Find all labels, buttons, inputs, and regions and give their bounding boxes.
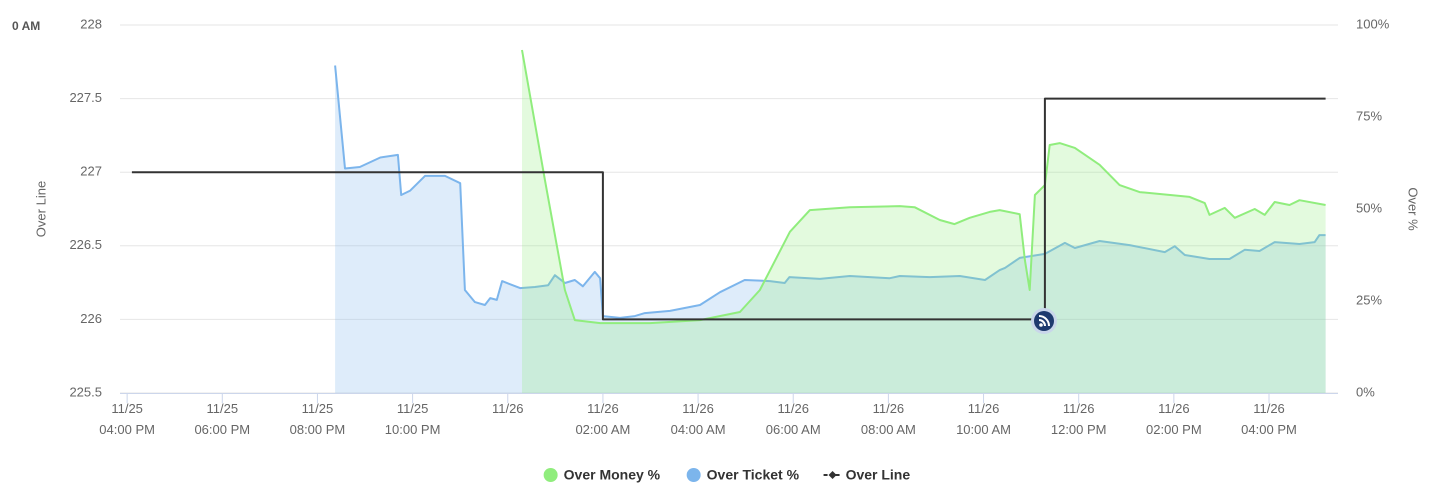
y-tick-label: 225.5 [69, 384, 102, 399]
x-tick-label-line: 08:00 PM [290, 422, 346, 437]
x-tick-label-line: 11/26 [777, 401, 809, 416]
x-tick-label-line: 02:00 PM [1146, 422, 1202, 437]
x-tick-label: 11/25 06:00 PM [194, 401, 250, 437]
area-fill [522, 50, 1326, 393]
x-tick-label-line: 10:00 AM [956, 422, 1011, 437]
x-tick-label: 11/26 02:00 AM [575, 401, 630, 437]
y-tick-label: 228 [80, 16, 102, 31]
x-tick-label: 11/26 [492, 401, 524, 416]
x-tick-label: 11/26 02:00 PM [1146, 401, 1202, 437]
x-tick-label-line: 11/26 [873, 401, 905, 416]
x-tick-label-line: 12:00 PM [1051, 422, 1107, 437]
x-tick-label-line: 02:00 AM [575, 422, 630, 437]
y2-tick-label: 50% [1356, 200, 1382, 215]
x-tick-label-line: 11/25 [207, 401, 239, 416]
y2-tick-label: 75% [1356, 108, 1382, 123]
legend-label: Over Money % [564, 467, 661, 483]
x-tick-label: 11/26 04:00 PM [1241, 401, 1297, 437]
corner-text: 0 AM [12, 19, 40, 33]
y-tick-label: 227.5 [69, 90, 102, 105]
x-tick-label: 11/26 04:00 AM [671, 401, 726, 437]
area-line [334, 65, 1326, 319]
x-tick-label: 11/26 12:00 PM [1051, 401, 1107, 437]
x-tick-label-line: 11/26 [492, 401, 524, 416]
x-tick-label-line: 06:00 PM [194, 422, 250, 437]
x-tick-label-line: 11/26 [1063, 401, 1095, 416]
legend-item[interactable]: Over Line [823, 467, 911, 483]
x-tick-label: 11/26 06:00 AM [766, 401, 821, 437]
plot [131, 49, 1326, 393]
x-tick-label: 11/26 10:00 AM [956, 401, 1011, 437]
legend: Over Money % Over Ticket % Over Line [543, 467, 911, 483]
icon-dot [1039, 323, 1043, 327]
x-tick-label: 11/26 08:00 AM [861, 401, 916, 437]
area-line [521, 49, 1326, 325]
legend-marker [828, 471, 837, 479]
x-tick-label-line: 11/25 [397, 401, 429, 416]
x-tick-label-line: 11/26 [1158, 401, 1190, 416]
x-tick-label-line: 11/26 [1253, 401, 1285, 416]
x-tick-label-line: 04:00 PM [99, 422, 155, 437]
series-line [131, 97, 1326, 321]
icon-body [1034, 311, 1054, 331]
x-tick-label-line: 11/26 [587, 401, 619, 416]
legend-item[interactable]: Over Money % [543, 467, 661, 483]
area-fill [335, 65, 1326, 393]
legend-symbol [543, 468, 558, 482]
event-icon [1031, 308, 1057, 334]
icon-waves [1038, 315, 1050, 327]
x-tick-label-line: 06:00 AM [766, 422, 821, 437]
x-tick-label: 11/25 08:00 PM [290, 401, 346, 437]
x-tick-label-line: 04:00 PM [1241, 422, 1297, 437]
axes: 225.5 226 226.5 227 227.5 228 0% 25% 50% 75% 100% 1… [69, 16, 1389, 437]
x-tick-label-line: 10:00 PM [385, 422, 441, 437]
x-tick-label-line: 11/25 [111, 401, 143, 416]
y-axis-title: Over Line [33, 181, 48, 237]
legend-item[interactable]: Over Ticket % [686, 467, 800, 483]
y2-tick-label: 25% [1356, 292, 1382, 307]
y-tick-label: 226 [80, 311, 102, 326]
y2-tick-label: 100% [1356, 16, 1390, 31]
x-tick-label: 11/25 04:00 PM [99, 401, 155, 437]
y2-tick-label: 0% [1356, 384, 1375, 399]
x-tick-label-line: 11/26 [682, 401, 714, 416]
x-tick-label-line: 11/25 [302, 401, 334, 416]
legend-label: Over Ticket % [707, 467, 800, 483]
y-tick-label: 227 [80, 164, 102, 179]
x-tick-label-line: 04:00 AM [671, 422, 726, 437]
y2-axis-title: Over % [1406, 187, 1421, 231]
x-tick-label: 11/25 10:00 PM [385, 401, 441, 437]
y-tick-label: 226.5 [69, 237, 102, 252]
legend-symbol [686, 468, 701, 482]
x-tick-label-line: 11/26 [968, 401, 1000, 416]
legend-label: Over Line [846, 467, 911, 483]
x-tick-label-line: 08:00 AM [861, 422, 916, 437]
